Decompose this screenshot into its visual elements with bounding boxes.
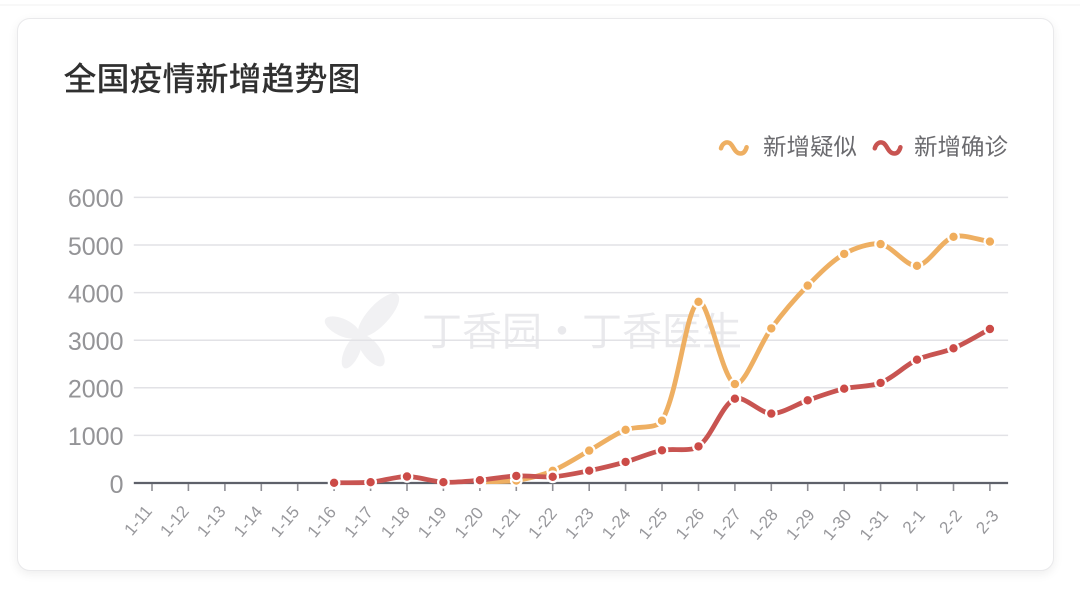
svg-text:1000: 1000	[68, 423, 124, 451]
svg-text:2-2: 2-2	[936, 506, 966, 537]
svg-text:5000: 5000	[68, 233, 124, 261]
svg-text:1-16: 1-16	[304, 503, 340, 541]
svg-text:1-20: 1-20	[451, 504, 487, 542]
svg-text:1-11: 1-11	[120, 502, 156, 539]
svg-text:1-27: 1-27	[709, 505, 745, 543]
svg-text:1-29: 1-29	[782, 505, 818, 543]
svg-text:1-14: 1-14	[230, 502, 266, 540]
svg-text:1-21: 1-21	[488, 504, 524, 542]
svg-text:1-28: 1-28	[745, 505, 781, 543]
svg-text:1-18: 1-18	[377, 503, 413, 541]
svg-text:2000: 2000	[68, 376, 124, 404]
svg-text:1-13: 1-13	[193, 502, 229, 540]
svg-text:1-12: 1-12	[156, 502, 192, 540]
svg-text:1-30: 1-30	[819, 506, 855, 544]
svg-text:2-3: 2-3	[972, 506, 1002, 537]
svg-text:1-15: 1-15	[267, 503, 303, 541]
svg-text:6000: 6000	[68, 185, 124, 213]
svg-text:1-25: 1-25	[635, 505, 671, 543]
svg-text:1-26: 1-26	[672, 505, 708, 543]
svg-text:0: 0	[110, 471, 124, 499]
svg-text:1-24: 1-24	[598, 504, 634, 542]
svg-text:1-17: 1-17	[341, 503, 377, 541]
svg-text:1-23: 1-23	[561, 504, 597, 542]
svg-text:1-31: 1-31	[856, 506, 892, 544]
svg-text:2-1: 2-1	[899, 506, 929, 537]
svg-text:3000: 3000	[68, 328, 124, 356]
svg-text:1-22: 1-22	[525, 504, 561, 542]
svg-text:1-19: 1-19	[414, 503, 450, 541]
svg-text:4000: 4000	[68, 280, 124, 308]
